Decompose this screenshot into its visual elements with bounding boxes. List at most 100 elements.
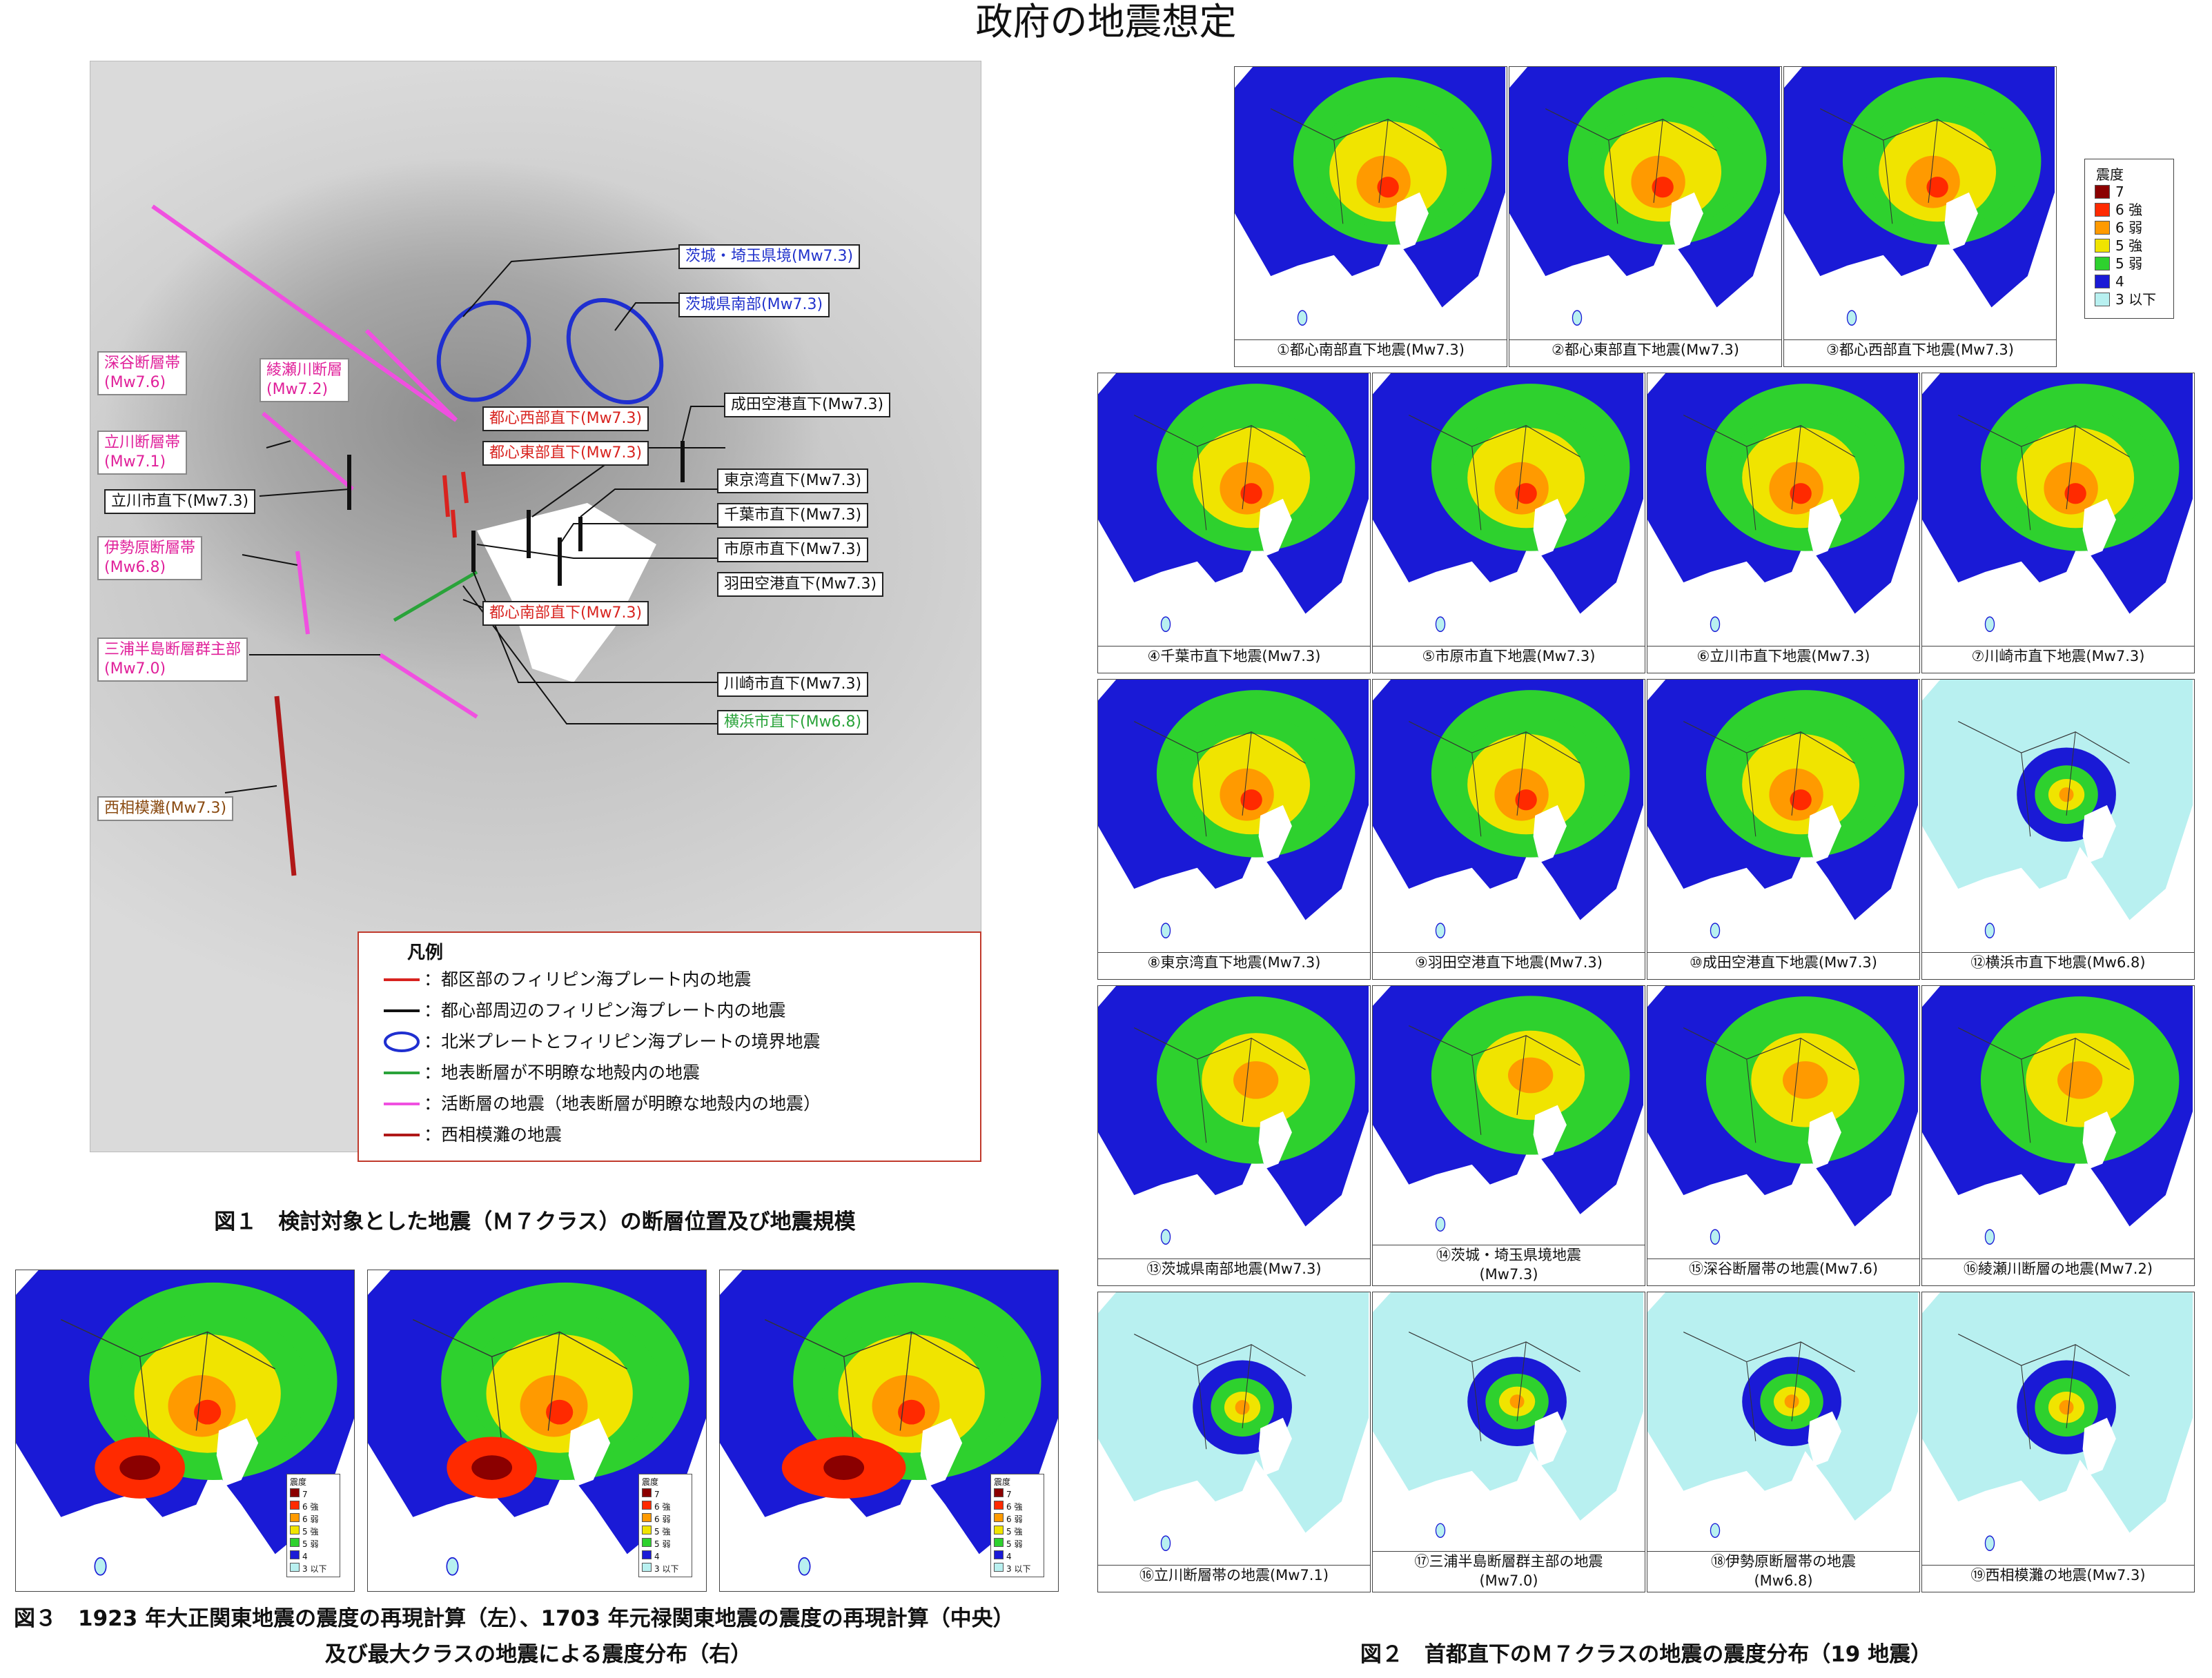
mini-legend-row: 3 以下 bbox=[642, 1563, 689, 1575]
mini-legend-row: 6 弱 bbox=[642, 1513, 689, 1526]
tile-caption: ⑯立川断層帯の地震(Mw7.1) bbox=[1098, 1565, 1370, 1592]
mini-legend-row: 7 bbox=[642, 1488, 689, 1501]
tile-caption: ⑥立川市直下地震(Mw7.3) bbox=[1647, 646, 1919, 673]
intensity-scale-legend: 震度 7 6 強 6 弱 5 強 5 弱 4 3 以下 bbox=[2084, 159, 2174, 319]
intensity-map-image bbox=[1373, 986, 1643, 1244]
mini-legend-title: 震度 bbox=[290, 1477, 307, 1487]
tile-caption: ⑯綾瀬川断層の地震(Mw7.2) bbox=[1922, 1258, 2194, 1285]
mini-legend-row: 5 弱 bbox=[994, 1538, 1041, 1550]
tile-caption: ⑬茨城県南部地震(Mw7.3) bbox=[1098, 1258, 1370, 1285]
intensity-map-image bbox=[1647, 986, 1918, 1258]
legend-label: ：都区部のフィリピン海プレート内の地震 bbox=[424, 969, 752, 989]
intensity-map-image bbox=[1922, 373, 2193, 645]
fault-yokohama bbox=[393, 570, 478, 622]
intensity-map-tile: ④千葉市直下地震(Mw7.3) bbox=[1097, 373, 1371, 673]
intensity-map-tile: ⑭茨城・埼玉県境地震 (Mw7.3) bbox=[1372, 985, 1645, 1286]
scale-row: 4 bbox=[2095, 274, 2124, 289]
intensity-map-image bbox=[1509, 67, 1780, 339]
tile-caption: ④千葉市直下地震(Mw7.3) bbox=[1098, 646, 1370, 673]
mini-legend-row: 6 強 bbox=[994, 1501, 1041, 1513]
intensity-map-tile: ⑰三浦半島断層群主部の地震 (Mw7.0) bbox=[1372, 1292, 1645, 1592]
intensity-map-tile: ⑲西相模灘の地震(Mw7.3) bbox=[1921, 1292, 2195, 1592]
tile-caption: ⑰三浦半島断層群主部の地震 (Mw7.0) bbox=[1373, 1551, 1645, 1592]
legend-item-black: ：都心部周辺のフィリピン海プレート内の地震 bbox=[380, 997, 786, 1025]
tile-caption: ⑭茨城・埼玉県境地震 (Mw7.3) bbox=[1373, 1245, 1645, 1285]
scale-row: 7 bbox=[2095, 184, 2124, 199]
intensity-map-image bbox=[1373, 680, 1643, 951]
figure2-caption: 図２ 首都直下のＭ７クラスの地震の震度分布（19 地震） bbox=[1360, 1642, 1932, 1667]
intensity-map-tile: ⑧東京湾直下地震(Mw7.3) bbox=[1097, 679, 1371, 980]
intensity-map-tile: ⑬茨城県南部地震(Mw7.3) bbox=[1097, 985, 1371, 1286]
mini-legend-row: 5 強 bbox=[994, 1526, 1041, 1538]
mini-legend-title: 震度 bbox=[994, 1477, 1011, 1487]
fault-label-fukaya: 深谷断層帯 (Mw7.6) bbox=[97, 351, 188, 395]
tile-caption: ②都心東部直下地震(Mw7.3) bbox=[1509, 339, 1781, 366]
intensity-map-tile: ⑱伊勢原断層帯の地震 (Mw6.8) bbox=[1647, 1292, 1920, 1592]
legend-item-darkred: ：西相模灘の地震 bbox=[380, 1121, 562, 1149]
tile-caption: ⑱伊勢原断層帯の地震 (Mw6.8) bbox=[1647, 1551, 1919, 1592]
scale-row: 5 弱 bbox=[2095, 256, 2142, 271]
intensity-map-tile: ⑯綾瀬川断層の地震(Mw7.2) bbox=[1921, 985, 2195, 1286]
mini-legend-title: 震度 bbox=[642, 1477, 659, 1487]
intensity-map-tile: ⑮深谷断層帯の地震(Mw7.6) bbox=[1647, 985, 1920, 1286]
intensity-map-tile: ⑯立川断層帯の地震(Mw7.1) bbox=[1097, 1292, 1371, 1592]
fault-label-toshin-south: 都心南部直下(Mw7.3) bbox=[482, 601, 649, 626]
intensity-map-image bbox=[1235, 67, 1505, 339]
mini-legend-row: 5 強 bbox=[290, 1526, 337, 1538]
intensity-map-image bbox=[1922, 986, 2193, 1258]
fault-toshin-west bbox=[442, 475, 450, 517]
fault-ayasegawa bbox=[364, 328, 458, 422]
mini-legend-row: 6 弱 bbox=[290, 1513, 337, 1526]
page-title: 政府の地震想定 bbox=[975, 0, 1237, 43]
legend-title: 凡例 bbox=[407, 942, 444, 963]
intensity-map-tile: ⑫横浜市直下地震(Mw6.8) bbox=[1921, 679, 2195, 980]
mini-legend-row: 6 強 bbox=[642, 1501, 689, 1513]
intensity-map-image bbox=[1922, 680, 2193, 951]
fault-label-kawasaki: 川崎市直下(Mw7.3) bbox=[717, 672, 869, 697]
leader-lines bbox=[224, 247, 732, 793]
scale-row: 3 以下 bbox=[2095, 292, 2156, 307]
fault-lines-layer bbox=[151, 204, 732, 876]
fault-label-tokyo-bay: 東京湾直下(Mw7.3) bbox=[717, 468, 869, 493]
fault-label-narita: 成田空港直下(Mw7.3) bbox=[724, 393, 891, 417]
intensity-map-image bbox=[720, 1270, 1058, 1591]
intensity-map-tile: ①都心南部直下地震(Mw7.3) bbox=[1234, 66, 1507, 367]
intensity-map-image bbox=[1647, 680, 1918, 951]
intensity-map-tile: ⑤市原市直下地震(Mw7.3) bbox=[1372, 373, 1645, 673]
fault-label-tachikawa-city: 立川市直下(Mw7.3) bbox=[104, 489, 256, 514]
mini-legend-row: 4 bbox=[642, 1550, 689, 1563]
mini-legend-row: 5 弱 bbox=[642, 1538, 689, 1550]
legend-label: ：西相模灘の地震 bbox=[424, 1125, 562, 1145]
intensity-map-tile: ③都心西部直下地震(Mw7.3) bbox=[1783, 66, 2057, 367]
legend-label: ：都心部周辺のフィリピン海プレート内の地震 bbox=[424, 1000, 786, 1020]
fault-label-ibaraki-saitama: 茨城・埼玉県境(Mw7.3) bbox=[678, 244, 861, 269]
mini-legend-row: 5 弱 bbox=[290, 1538, 337, 1550]
fault-label-tachikawa-fault: 立川断層帯 (Mw7.1) bbox=[97, 431, 188, 475]
figure3-caption-line2: 及び最大クラスの地震による震度分布（右） bbox=[324, 1642, 752, 1667]
tile-caption: ⑫横浜市直下地震(Mw6.8) bbox=[1922, 952, 2194, 979]
fault-nishisagami bbox=[274, 695, 297, 876]
fault-isehara bbox=[295, 551, 310, 635]
fault-tachikawa bbox=[262, 411, 354, 491]
intensity-map-tile: ⑦川崎市直下地震(Mw7.3) bbox=[1921, 373, 2195, 673]
intensity-map-image bbox=[1373, 1292, 1643, 1550]
scale-row: 6 強 bbox=[2095, 202, 2142, 217]
fault-label-chiba: 千葉市直下(Mw7.3) bbox=[717, 503, 869, 528]
fault-label-ichihara: 市原市直下(Mw7.3) bbox=[717, 537, 869, 562]
intensity-map-image bbox=[1922, 1292, 2193, 1564]
mini-legend-row: 6 弱 bbox=[994, 1513, 1041, 1526]
tile-caption: ③都心西部直下地震(Mw7.3) bbox=[1784, 339, 2056, 366]
scale-row: 6 弱 bbox=[2095, 220, 2142, 235]
fault-toshin-east bbox=[461, 471, 469, 504]
fault-label-isehara: 伊勢原断層帯 (Mw6.8) bbox=[97, 536, 203, 580]
fault-label-miura: 三浦半島断層群主部 (Mw7.0) bbox=[97, 638, 248, 682]
legend-label: ：活断層の地震（地表断層が明瞭な地殻内の地震） bbox=[424, 1094, 821, 1114]
legend-label: ：地表断層が不明瞭な地殻内の地震 bbox=[424, 1063, 701, 1083]
fault-fukaya bbox=[151, 204, 458, 422]
mini-legend-row: 7 bbox=[290, 1488, 337, 1501]
tile-caption: ⑦川崎市直下地震(Mw7.3) bbox=[1922, 646, 2194, 673]
